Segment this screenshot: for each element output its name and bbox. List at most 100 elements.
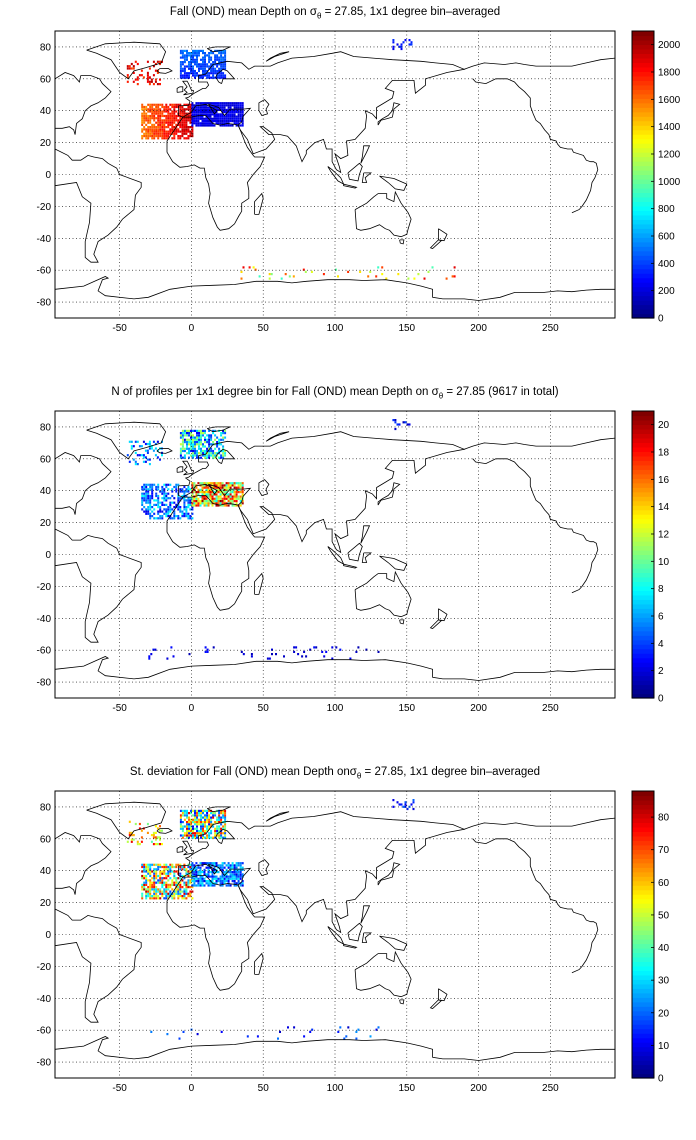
data-cell [218,829,221,833]
data-cell [179,105,182,109]
data-cell [197,504,200,507]
data-cell [189,881,192,884]
data-cell [217,104,220,107]
data-cell [208,832,211,835]
data-cell [293,646,296,649]
data-cell [147,119,150,122]
data-cell [147,499,150,502]
data-cell [143,494,146,498]
data-cell [237,122,240,125]
data-cell [165,497,168,500]
data-cell [147,879,150,882]
data-cell [203,104,206,107]
data-cell [183,56,186,59]
data-cell [126,80,129,83]
data-cell [222,812,225,815]
data-cell [128,460,131,463]
data-cell [189,879,192,882]
data-cell [221,882,224,885]
data-cell [130,67,133,70]
colorbar-step [632,129,654,135]
data-cell [157,103,160,106]
data-cell [215,484,218,487]
data-cell [396,801,399,804]
data-cell [229,486,232,489]
data-cell [185,128,188,131]
data-cell [222,432,225,435]
data-cell [227,884,230,887]
data-cell [152,440,155,443]
colorbar-step [632,898,654,904]
data-cell [192,54,194,57]
data-cell [171,494,174,498]
data-cell [153,870,156,873]
data-cell [210,452,213,455]
data-cell [159,132,162,135]
data-cell [147,137,150,140]
data-cell [205,117,208,120]
data-cell [165,485,168,489]
data-cell [146,60,149,63]
data-cell [213,864,216,867]
data-cell [227,866,230,869]
data-cell [235,497,238,500]
data-cell [183,454,186,457]
data-cell [186,812,188,815]
data-cell [195,871,198,874]
data-cell [147,895,150,898]
data-cell [187,512,190,515]
data-cell [145,863,148,866]
colorbar-step [632,921,654,927]
data-cell [188,432,190,435]
data-cell [211,102,214,105]
data-cell [186,56,188,59]
data-cell [179,49,182,52]
data-cell [219,120,222,123]
data-cell [202,825,204,828]
data-cell [220,52,223,55]
data-cell [153,897,156,900]
data-cell [149,105,152,109]
data-cell [183,69,186,73]
colorbar-tick-label: 6 [658,612,664,623]
data-cell [159,838,161,841]
data-cell [147,110,150,113]
data-cell [183,76,186,79]
data-cell [201,108,204,111]
data-cell [147,135,150,138]
data-cell [159,836,161,839]
data-cell [219,877,222,880]
data-cell [203,486,206,489]
data-cell [349,657,352,660]
data-cell [189,508,192,511]
data-cell [233,122,236,125]
data-cell [211,488,214,491]
data-cell [132,834,135,837]
colorbar-step [632,1010,654,1016]
data-cell [202,67,204,70]
data-cell [199,502,202,505]
data-cell [157,890,160,893]
data-cell [205,502,208,505]
data-cell [404,39,407,42]
data-cell [147,868,150,871]
data-cell [179,868,182,871]
data-cell [227,880,230,883]
data-cell [208,436,211,439]
data-cell [237,486,240,489]
data-cell [189,132,192,135]
data-cell [156,440,159,443]
data-cell [153,112,156,115]
colorbar-step [632,39,654,46]
colorbar-step [632,156,654,162]
data-cell [219,106,222,109]
data-cell [214,827,217,830]
data-cell [140,836,143,839]
data-cell [218,58,221,61]
data-cell [181,812,184,815]
coastline [166,495,266,611]
data-cell [150,653,153,656]
x-tick-label: 150 [398,703,415,714]
data-cell [157,117,160,120]
data-cell [146,449,149,452]
